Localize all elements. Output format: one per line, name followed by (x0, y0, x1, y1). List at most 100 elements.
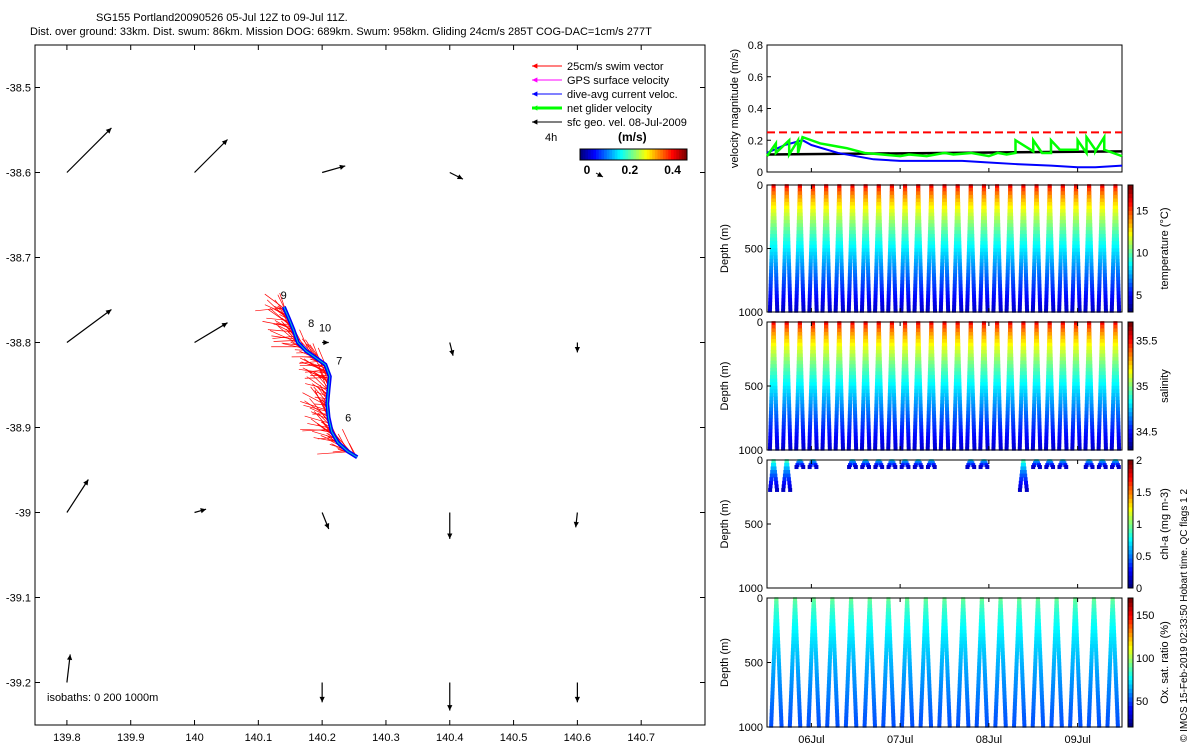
profile-sample (845, 673, 850, 678)
profile-sample (904, 244, 909, 249)
profile-sample (811, 321, 816, 326)
profile-sample (787, 403, 792, 408)
profile-sample (1058, 403, 1063, 408)
profile-sample (991, 435, 996, 440)
profile-sample (1101, 237, 1106, 242)
section-colorbar-cell (1128, 326, 1133, 332)
profile-sample (1011, 290, 1016, 295)
profile-sample (998, 301, 1003, 306)
profile-sample (956, 209, 961, 214)
profile-sample (865, 647, 870, 652)
profile-sample (916, 187, 921, 192)
colorbar-cell (668, 149, 672, 160)
profile-sample (1075, 230, 1080, 235)
profile-sample (1090, 290, 1095, 295)
section-colorbar-cell (1128, 524, 1133, 529)
profile-sample (879, 269, 884, 274)
swim-vector (273, 340, 298, 342)
profile-sample (1102, 396, 1107, 401)
profile-sample (1072, 234, 1077, 239)
profile-sample (874, 389, 879, 394)
profile-sample (980, 237, 985, 242)
profile-sample (938, 443, 943, 448)
profile-sample (927, 248, 932, 253)
profile-sample (1097, 400, 1102, 405)
profile-sample (1010, 392, 1015, 397)
net-velocity-track (283, 306, 358, 458)
profile-sample (848, 389, 853, 394)
profile-sample (958, 425, 963, 430)
profile-sample (873, 439, 878, 444)
profile-sample (808, 269, 813, 274)
profile-sample (1072, 223, 1077, 228)
profile-sample (815, 698, 820, 703)
profile-sample (1049, 237, 1054, 242)
profile-sample (839, 258, 844, 263)
profile-sample (1103, 446, 1108, 451)
profile-sample (820, 439, 825, 444)
profile-sample (786, 258, 791, 263)
profile-sample (1047, 321, 1052, 326)
profile-sample (1037, 273, 1042, 278)
profile-sample (969, 335, 974, 340)
profile-sample (813, 637, 818, 642)
profile-sample (914, 371, 919, 376)
profile-sample (915, 360, 920, 365)
profile-sample (782, 269, 787, 274)
profile-sample (892, 255, 897, 260)
profile-sample (769, 237, 774, 242)
profile-sample (813, 273, 818, 278)
profile-sample (814, 662, 819, 667)
profile-sample (798, 216, 803, 221)
profile-sample (971, 414, 976, 419)
profile-sample (958, 410, 963, 415)
profile-sample (995, 339, 1000, 344)
profile-sample (826, 280, 831, 285)
profile-sample (887, 403, 892, 408)
velocity-ylabel: velocity magnitude (m/s) (729, 49, 741, 168)
profile-sample (785, 332, 790, 337)
profile-sample (917, 371, 922, 376)
profile-sample (869, 629, 874, 634)
profile-sample (880, 298, 885, 303)
profile-sample (821, 273, 826, 278)
profile-sample (985, 432, 990, 437)
profile-sample (1062, 375, 1067, 380)
section-colorbar-cell (1128, 545, 1133, 551)
profile-sample (1005, 425, 1010, 430)
profile-sample (887, 255, 892, 260)
profile-sample (980, 382, 985, 387)
profile-sample (931, 396, 936, 401)
profile-sample (860, 439, 865, 444)
profile-sample (1102, 389, 1107, 394)
profile-sample (940, 251, 945, 256)
profile-sample (1051, 446, 1056, 451)
profile-sample (1045, 266, 1050, 271)
profile-sample (917, 234, 922, 239)
map-ytick-label: -38.7 (6, 253, 31, 265)
profile-sample (851, 360, 856, 365)
section-colorbar-cell (1128, 377, 1133, 383)
profile-sample (827, 421, 832, 426)
profile-sample (811, 202, 816, 207)
profile-sample (1022, 364, 1027, 369)
profile-sample (991, 446, 996, 451)
profile-sample (929, 198, 934, 203)
profile-sample (1089, 273, 1094, 278)
profile-sample (783, 371, 788, 376)
profile-sample (867, 597, 872, 602)
profile-sample (890, 335, 895, 340)
profile-sample (1071, 269, 1076, 274)
profile-sample (919, 425, 924, 430)
section-colorbar-cell (1128, 351, 1133, 357)
section-ytick-label: 1000 (739, 583, 763, 595)
profile-sample (1090, 446, 1095, 451)
profile-sample (942, 184, 947, 189)
profile-sample (776, 658, 781, 663)
profile-sample (1047, 328, 1052, 333)
profile-sample (1057, 439, 1062, 444)
profile-sample (853, 301, 858, 306)
profile-sample (1116, 432, 1121, 437)
profile-sample (938, 308, 943, 313)
profile-sample (967, 226, 972, 231)
